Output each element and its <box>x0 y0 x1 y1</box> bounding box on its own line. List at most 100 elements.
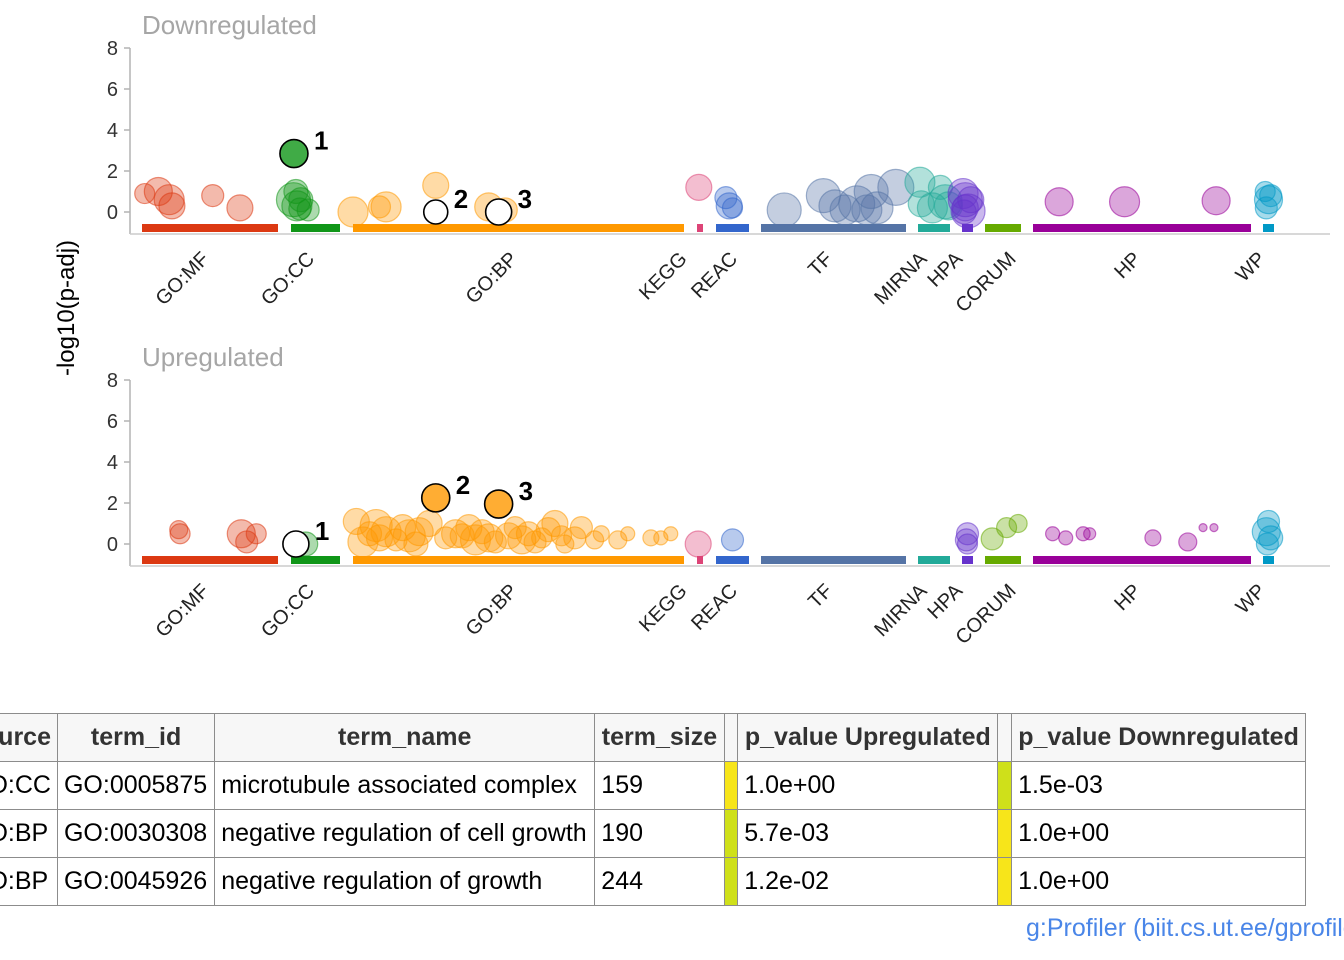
data-point[interactable] <box>950 193 986 229</box>
source-label-tf: TF <box>804 580 837 613</box>
data-point[interactable] <box>1144 529 1162 547</box>
data-point[interactable] <box>1178 532 1198 552</box>
data-point[interactable] <box>585 530 605 550</box>
data-point[interactable] <box>956 533 979 555</box>
data-point[interactable] <box>283 178 309 205</box>
col-header-term-name[interactable]: term_name <box>214 713 596 762</box>
col-header-p-value-up[interactable]: p_value Upregulated <box>737 713 999 762</box>
data-point[interactable] <box>367 195 392 219</box>
source-label-go-bp: GO:BP <box>462 248 522 308</box>
data-point[interactable] <box>904 166 936 198</box>
col-header-source[interactable]: source <box>0 713 58 762</box>
data-point[interactable] <box>1255 532 1280 556</box>
data-point[interactable] <box>818 189 852 223</box>
source-bar-mirna <box>918 224 950 232</box>
source-label-go-cc: GO:CC <box>257 248 319 310</box>
highlighted-point[interactable] <box>422 199 449 225</box>
data-point[interactable] <box>158 192 186 220</box>
cell-term-id[interactable]: GO:0030308 <box>56 809 216 858</box>
cell-p-value-down: 1.5e-03 <box>1011 761 1306 810</box>
source-label-reac: REAC <box>687 248 742 303</box>
data-point[interactable] <box>620 526 636 542</box>
gprofiler-footer-link[interactable]: g:Profiler (biit.cs.ut.ee/gprofiler) <box>1026 914 1344 942</box>
data-point[interactable] <box>370 191 402 223</box>
highlighted-point[interactable] <box>282 530 310 558</box>
col-header-up-swatch <box>723 713 739 762</box>
highlighted-point[interactable] <box>483 489 514 519</box>
y-tick-label: 4 <box>107 120 118 142</box>
data-point[interactable] <box>201 184 225 208</box>
data-point[interactable] <box>684 530 712 558</box>
data-point[interactable] <box>860 191 894 225</box>
col-header-p-value-down[interactable]: p_value Downregulated <box>1011 713 1306 762</box>
data-point[interactable] <box>927 174 954 200</box>
data-point[interactable] <box>226 519 256 549</box>
p-value-down-swatch <box>997 857 1013 906</box>
data-point[interactable] <box>483 530 507 554</box>
cell-term-size: 159 <box>594 761 725 810</box>
data-point[interactable] <box>663 526 679 542</box>
highlighted-point[interactable] <box>279 138 309 169</box>
highlight-label: 3 <box>519 476 533 506</box>
cell-term-id[interactable]: GO:0005875 <box>56 761 216 810</box>
data-point[interactable] <box>441 519 471 549</box>
highlight-label: 2 <box>456 470 470 500</box>
data-point[interactable] <box>541 509 569 538</box>
y-tick-label: 0 <box>107 202 118 224</box>
data-point[interactable] <box>951 199 977 225</box>
data-point[interactable] <box>1256 509 1281 534</box>
table-row[interactable]: GO:BP GO:0030308 negative regulation of … <box>0 809 1306 858</box>
data-point[interactable] <box>592 525 610 543</box>
data-point[interactable] <box>153 184 185 216</box>
data-point[interactable] <box>1254 196 1278 220</box>
source-bar-reac <box>716 556 749 564</box>
data-point[interactable] <box>980 527 1004 551</box>
data-point[interactable] <box>1045 526 1061 542</box>
col-header-term-size[interactable]: term_size <box>594 713 725 762</box>
data-point[interactable] <box>288 197 312 221</box>
data-point[interactable] <box>226 194 254 222</box>
data-point[interactable] <box>143 176 173 207</box>
col-header-term-id[interactable]: term_id <box>56 713 216 762</box>
data-point[interactable] <box>1058 530 1074 546</box>
data-point[interactable] <box>469 519 495 545</box>
data-point[interactable] <box>296 198 320 222</box>
data-point[interactable] <box>1044 187 1074 217</box>
data-point[interactable] <box>1008 513 1028 534</box>
data-point[interactable] <box>1259 184 1283 208</box>
data-point[interactable] <box>916 192 949 224</box>
data-point[interactable] <box>337 196 369 228</box>
highlighted-point[interactable] <box>420 483 451 513</box>
data-point[interactable] <box>245 523 267 545</box>
data-point[interactable] <box>714 186 738 210</box>
data-point[interactable] <box>995 516 1018 539</box>
source-label-kegg: KEGG <box>635 248 691 304</box>
data-point[interactable] <box>685 173 713 201</box>
table-row[interactable]: GO:CC GO:0005875 microtubule associated … <box>0 761 1306 810</box>
data-point[interactable] <box>1201 186 1231 216</box>
data-point[interactable] <box>1083 527 1097 541</box>
data-point[interactable] <box>403 531 429 557</box>
data-point[interactable] <box>720 528 745 552</box>
data-point[interactable] <box>555 534 575 554</box>
data-point[interactable] <box>422 171 450 199</box>
cell-term-id[interactable]: GO:0045926 <box>56 857 216 906</box>
source-bar-go-mf <box>142 556 278 564</box>
data-point[interactable] <box>169 523 191 545</box>
data-point[interactable] <box>1253 185 1284 215</box>
data-point[interactable] <box>766 192 802 228</box>
data-point[interactable] <box>1108 186 1141 218</box>
highlighted-point[interactable] <box>484 198 513 226</box>
source-bar-wp <box>1263 556 1274 564</box>
p-value-up-swatch <box>723 761 739 810</box>
data-point[interactable] <box>957 186 985 214</box>
data-point[interactable] <box>608 530 628 550</box>
data-point[interactable] <box>569 515 593 540</box>
data-point[interactable] <box>1209 522 1219 533</box>
data-point[interactable] <box>829 194 861 226</box>
p-value-down-swatch <box>997 761 1013 810</box>
data-point[interactable] <box>721 197 744 219</box>
data-point[interactable] <box>1198 522 1208 533</box>
table-row[interactable]: GO:BP GO:0045926 negative regulation of … <box>0 857 1306 906</box>
y-tick-label: 2 <box>107 493 118 515</box>
